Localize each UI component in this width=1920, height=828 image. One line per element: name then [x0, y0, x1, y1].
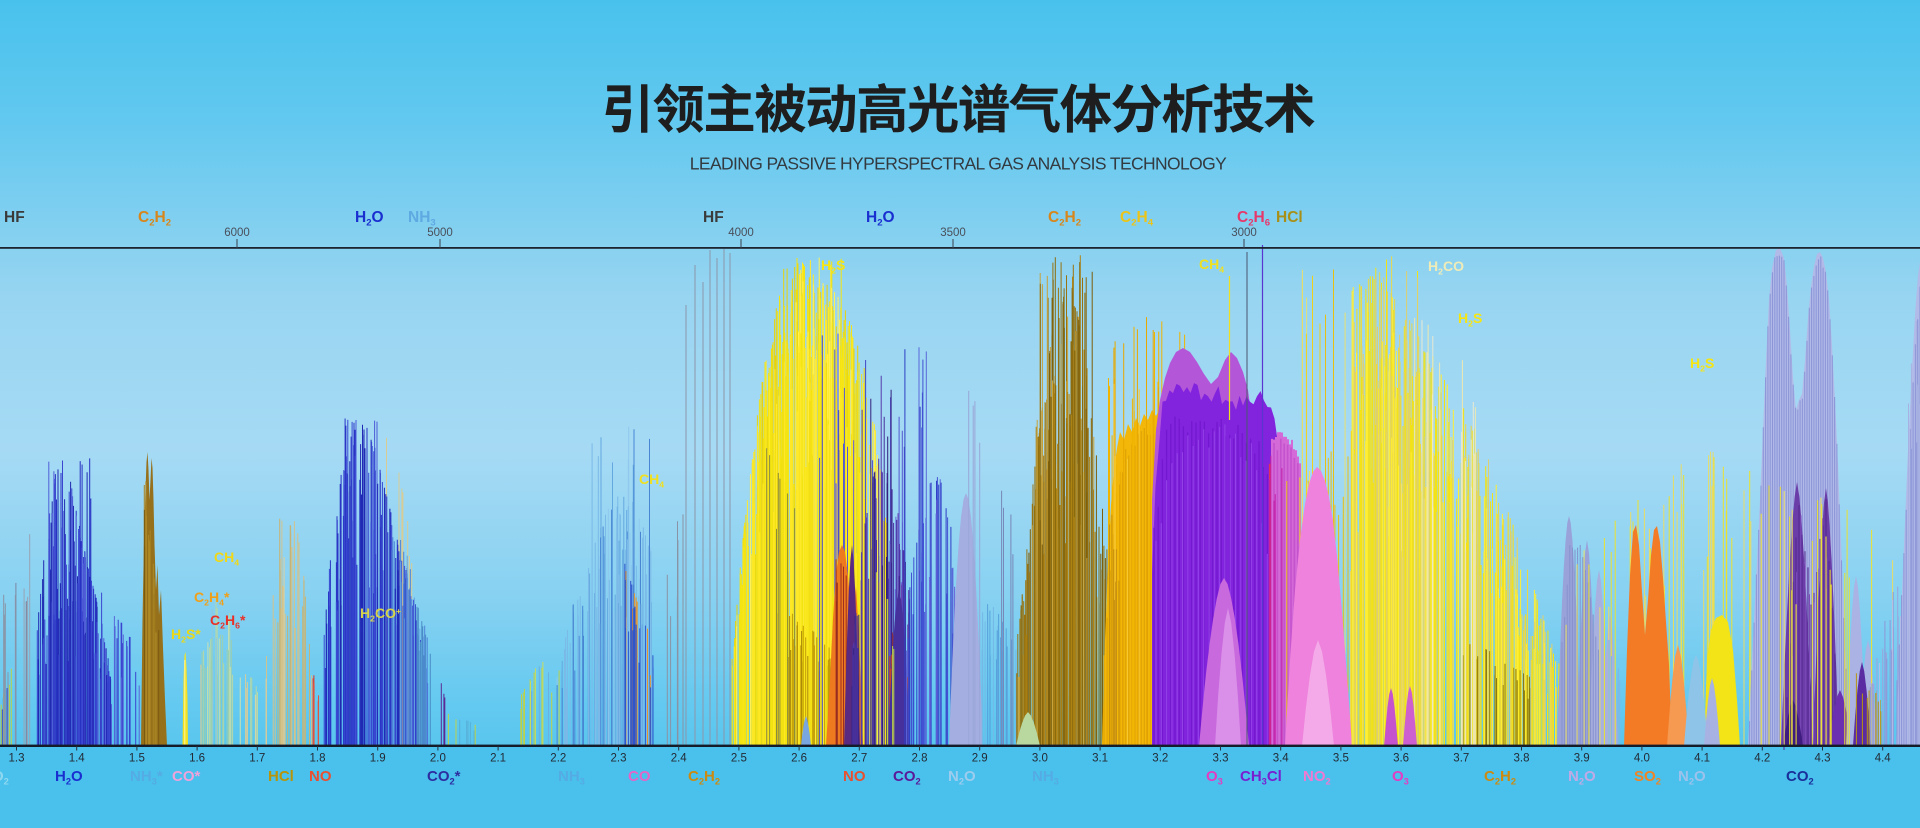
svg-text:C2H2: C2H2	[688, 768, 720, 787]
svg-text:NH3: NH3	[1032, 768, 1059, 787]
svg-text:O3: O3	[1392, 768, 1409, 787]
svg-text:O2: O2	[0, 768, 9, 787]
svg-text:6000: 6000	[224, 227, 250, 239]
svg-text:2.1: 2.1	[490, 753, 506, 765]
svg-text:HF: HF	[703, 209, 724, 226]
svg-text:1.8: 1.8	[310, 753, 326, 765]
svg-text:2.4: 2.4	[671, 753, 688, 765]
svg-text:NH3: NH3	[408, 209, 436, 229]
svg-text:NH3*: NH3*	[130, 768, 163, 787]
svg-text:4000: 4000	[728, 227, 754, 239]
svg-text:NO: NO	[843, 768, 866, 785]
svg-text:3.8: 3.8	[1514, 753, 1530, 765]
svg-text:1.4: 1.4	[69, 753, 86, 765]
svg-text:2.3: 2.3	[611, 753, 627, 765]
svg-text:CO2*: CO2*	[427, 768, 461, 787]
svg-text:3.1: 3.1	[1092, 753, 1108, 765]
svg-text:1.9: 1.9	[370, 753, 386, 765]
svg-text:CO*: CO*	[172, 768, 201, 785]
svg-text:4.2: 4.2	[1754, 753, 1770, 765]
svg-text:2.0: 2.0	[430, 753, 446, 765]
svg-text:3.0: 3.0	[1032, 753, 1048, 765]
svg-text:H2O: H2O	[866, 209, 895, 229]
svg-text:HF: HF	[4, 209, 25, 226]
svg-text:3000: 3000	[1231, 227, 1257, 239]
svg-text:C2H6*: C2H6*	[210, 612, 246, 630]
svg-text:CH4: CH4	[1199, 256, 1224, 274]
svg-text:C2H2: C2H2	[1484, 768, 1516, 787]
svg-text:C2H6: C2H6	[1237, 209, 1270, 229]
svg-text:2.6: 2.6	[791, 753, 807, 765]
svg-text:4.3: 4.3	[1815, 753, 1831, 765]
svg-text:2.8: 2.8	[912, 753, 928, 765]
svg-text:SO2: SO2	[1634, 768, 1661, 787]
svg-text:1.3: 1.3	[9, 753, 25, 765]
svg-text:2.5: 2.5	[731, 753, 747, 765]
svg-text:N2O: N2O	[948, 768, 976, 787]
svg-text:C2H2: C2H2	[1048, 209, 1081, 229]
svg-text:H2O: H2O	[355, 209, 384, 229]
svg-text:CO2: CO2	[893, 768, 921, 787]
svg-text:CH4: CH4	[214, 549, 239, 567]
svg-text:3.6: 3.6	[1393, 753, 1409, 765]
svg-text:CH3Cl: CH3Cl	[1240, 768, 1282, 787]
svg-text:C2H4*: C2H4*	[194, 589, 230, 607]
svg-text:3.2: 3.2	[1152, 753, 1168, 765]
svg-text:H2O: H2O	[55, 768, 83, 787]
svg-text:4.1: 4.1	[1694, 753, 1710, 765]
svg-text:1.7: 1.7	[249, 753, 265, 765]
svg-text:HCl: HCl	[268, 768, 294, 785]
svg-text:3500: 3500	[940, 227, 966, 239]
svg-text:3.7: 3.7	[1453, 753, 1469, 765]
svg-text:C2H4: C2H4	[1120, 209, 1154, 229]
svg-text:2.2: 2.2	[550, 753, 566, 765]
svg-text:2.9: 2.9	[972, 753, 988, 765]
svg-text:H2S: H2S	[821, 257, 845, 275]
svg-text:CH4: CH4	[639, 471, 664, 489]
svg-text:3.3: 3.3	[1213, 753, 1229, 765]
svg-text:CO2: CO2	[1786, 768, 1814, 787]
svg-text:N2O: N2O	[1568, 768, 1596, 787]
svg-text:3.5: 3.5	[1333, 753, 1349, 765]
svg-text:O3: O3	[1206, 768, 1223, 787]
svg-text:4.4: 4.4	[1875, 753, 1892, 765]
svg-text:NO2: NO2	[1303, 768, 1331, 787]
svg-text:HCl: HCl	[1276, 209, 1303, 226]
svg-text:1.6: 1.6	[189, 753, 205, 765]
svg-text:H2CO: H2CO	[1428, 258, 1464, 276]
svg-text:NO: NO	[309, 768, 332, 785]
svg-text:H2CO+: H2CO+	[360, 605, 401, 623]
svg-text:1.5: 1.5	[129, 753, 145, 765]
svg-text:H2S: H2S	[1690, 355, 1714, 373]
svg-text:CO: CO	[628, 768, 651, 785]
svg-text:NH3: NH3	[558, 768, 585, 787]
svg-text:N2O: N2O	[1678, 768, 1706, 787]
svg-text:4.0: 4.0	[1634, 753, 1650, 765]
svg-text:2.7: 2.7	[851, 753, 867, 765]
svg-text:C2H2: C2H2	[138, 209, 171, 229]
svg-text:H2S: H2S	[1458, 310, 1482, 328]
svg-text:3.4: 3.4	[1273, 753, 1290, 765]
svg-text:H2S*: H2S*	[171, 626, 201, 644]
svg-text:LEADING PASSIVE HYPERSPECTRAL: LEADING PASSIVE HYPERSPECTRAL GAS ANALYS…	[690, 154, 1227, 174]
svg-text:3.9: 3.9	[1574, 753, 1590, 765]
svg-text:5000: 5000	[427, 227, 453, 239]
